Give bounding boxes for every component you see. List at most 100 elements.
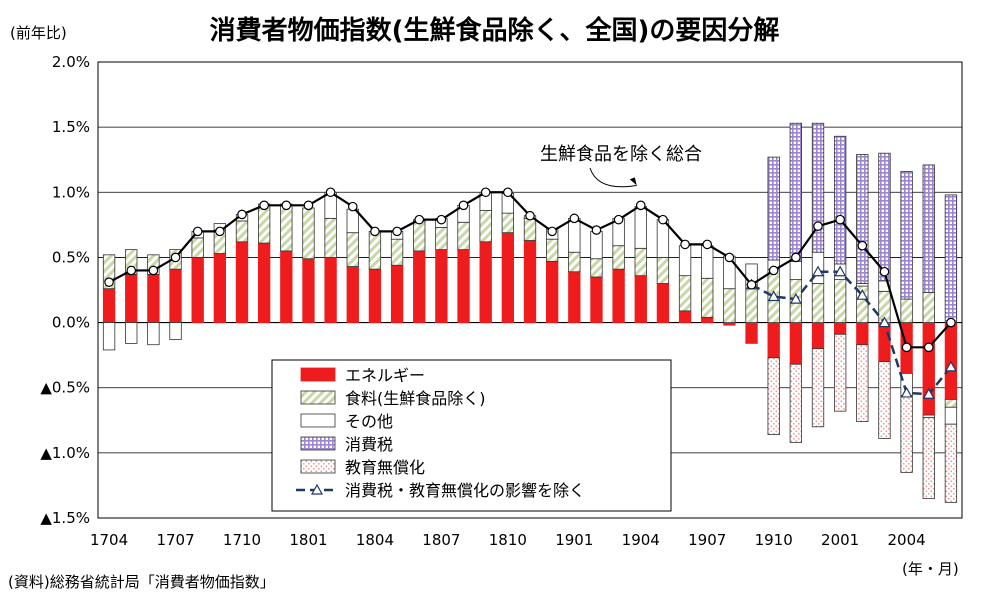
bar-other (701, 245, 714, 279)
core-cpi-marker (857, 240, 868, 251)
bar-energy (280, 250, 293, 323)
y-tick-label: 0.5% (52, 248, 90, 266)
x-axis-unit-label: (年・月) (902, 560, 959, 578)
annotation-arrow (589, 167, 637, 188)
core-cpi-marker (303, 200, 314, 211)
bar-energy (257, 242, 271, 323)
bar-food (523, 217, 537, 241)
legend-swatch (300, 413, 336, 428)
y-tick-label: 0.0% (52, 314, 90, 332)
adjusted-marker (811, 265, 825, 277)
y-tick-label: ▲1.5% (40, 509, 90, 527)
core-cpi-marker (215, 226, 225, 237)
bar-energy (789, 322, 803, 365)
bar-energy (235, 241, 249, 323)
core-cpi-marker (768, 265, 779, 276)
bar-consumption-tax (789, 122, 803, 262)
bar-other (634, 206, 647, 249)
adjusted-marker (789, 292, 802, 304)
y-tick-label: 1.0% (52, 183, 90, 201)
adjusted-marker (900, 386, 913, 398)
core-cpi-marker (547, 226, 557, 237)
bar-food (745, 284, 758, 323)
bar-consumption-tax (900, 171, 913, 300)
bar-food (922, 292, 935, 323)
x-tick-label: 1910 (755, 531, 793, 549)
bar-other (169, 322, 182, 340)
core-cpi-marker (591, 225, 602, 235)
bar-consumption-tax (833, 135, 847, 265)
bar-energy (479, 241, 492, 323)
core-cpi-marker (170, 252, 181, 263)
bar-education (811, 348, 825, 428)
bar-energy (568, 271, 581, 323)
bar-food (368, 230, 382, 270)
bar-energy (856, 322, 869, 346)
bar-energy (102, 288, 116, 323)
core-cpi-marker (835, 214, 845, 225)
bar-energy (346, 266, 359, 323)
bar-energy (833, 322, 847, 335)
bar-other (944, 406, 958, 425)
x-tick-label: 2001 (821, 531, 859, 549)
bar-education (833, 333, 847, 412)
core-cpi-marker (879, 266, 890, 277)
adjusted-marker (922, 387, 935, 399)
bar-energy (590, 276, 603, 323)
core-cpi-marker (237, 209, 247, 220)
bar-energy (501, 232, 515, 323)
chart-title: 消費者物価指数(生鮮食品除く、全国)の要因分解 (209, 16, 780, 46)
bar-food (346, 232, 359, 267)
bar-food (612, 245, 625, 270)
bar-energy (169, 268, 182, 323)
bar-energy (612, 268, 625, 323)
bar-food (457, 221, 470, 251)
bar-food (944, 399, 958, 408)
bar-energy (324, 257, 337, 323)
bar-food (413, 220, 426, 252)
bar-food (435, 227, 448, 251)
bar-energy (678, 310, 692, 323)
bar-food (701, 277, 714, 318)
bar-education (922, 417, 935, 499)
bar-education (944, 423, 958, 503)
legend-swatch (300, 390, 336, 405)
core-cpi-marker (347, 201, 358, 212)
core-cpi-marker (392, 226, 402, 237)
core-cpi-marker (813, 221, 823, 231)
core-cpi-marker (281, 200, 292, 211)
bar-other (125, 322, 138, 344)
bar-food (634, 247, 647, 277)
legend-label: その他 (345, 412, 393, 431)
x-tick-label: 1707 (156, 531, 194, 549)
bar-energy (701, 316, 714, 323)
bar-consumption-tax (878, 152, 891, 282)
bar-energy (390, 264, 404, 323)
legend-label: エネルギー (345, 366, 425, 385)
core-cpi-marker (791, 252, 801, 263)
legend-label: 食料(生鮮食品除く) (345, 389, 486, 408)
core-cpi-marker (680, 239, 690, 250)
core-cpi-marker (613, 214, 624, 225)
core-cpi-marker (569, 213, 580, 224)
bar-education (878, 361, 891, 439)
source-note: (資料)総務省統計局「消費者物価指数」 (8, 573, 275, 591)
bar-energy (523, 240, 537, 323)
x-tick-label: 1801 (289, 531, 327, 549)
core-cpi-marker (325, 187, 336, 198)
bar-food (302, 207, 315, 260)
bar-food (235, 220, 249, 243)
core-cpi-marker (635, 200, 646, 211)
bar-other (590, 230, 603, 260)
adjusted-line (750, 270, 952, 396)
bar-food (656, 257, 670, 284)
bar-consumption-tax (922, 164, 935, 294)
x-tick-label: 1810 (489, 531, 527, 549)
y-tick-label: ▲1.0% (40, 444, 90, 462)
core-cpi-marker (946, 317, 956, 328)
adjusted-marker (944, 360, 957, 372)
core-cpi-marker (104, 277, 114, 287)
bar-food (811, 283, 825, 323)
x-tick-label: 1904 (622, 531, 660, 549)
bar-food (102, 254, 116, 290)
